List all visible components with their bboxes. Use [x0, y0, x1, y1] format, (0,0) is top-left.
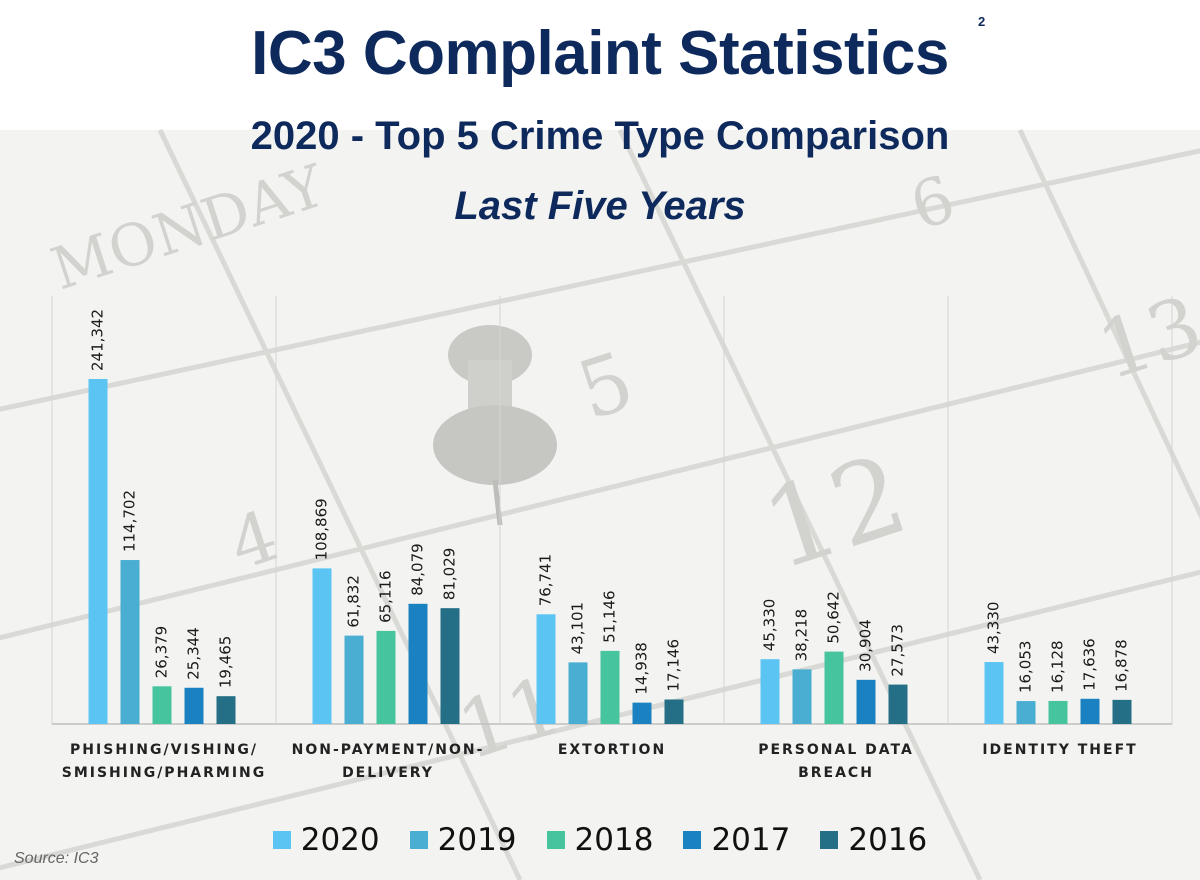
data-label-2018-3: 50,642	[825, 591, 843, 644]
bar-2017-1	[408, 603, 428, 724]
legend-item-2016: 2016	[820, 822, 927, 858]
data-label-2017-2: 14,938	[633, 642, 651, 695]
bar-2018-0	[152, 686, 172, 724]
bar-2020-4	[984, 662, 1004, 724]
chart-legend: 2020 2019 2018 2017 2016	[0, 822, 1200, 858]
bar-2020-1	[312, 568, 332, 724]
data-label-2018-4: 16,128	[1049, 640, 1067, 693]
data-label-2016-2: 17,146	[665, 639, 683, 692]
category-label-4: IDENTITY THEFT	[982, 742, 1137, 758]
legend-swatch-2017	[683, 831, 702, 849]
bar-2019-0	[120, 560, 140, 724]
category-label-0: SMISHING/PHARMING	[62, 765, 267, 781]
bar-2017-4	[1080, 698, 1100, 724]
data-label-2019-0: 114,702	[121, 490, 139, 552]
data-label-2018-1: 65,116	[377, 570, 395, 623]
bar-2017-3	[856, 679, 876, 724]
data-label-2019-3: 38,218	[793, 609, 811, 662]
data-label-2016-4: 16,878	[1113, 639, 1131, 692]
data-label-2016-1: 81,029	[441, 548, 459, 601]
bar-2016-1	[440, 608, 460, 724]
bar-2017-0	[184, 687, 204, 724]
bar-2018-4	[1048, 700, 1068, 724]
data-label-2016-3: 27,573	[889, 624, 907, 677]
legend-swatch-2018	[546, 831, 565, 849]
data-label-2020-4: 43,330	[985, 602, 1003, 655]
legend-swatch-2020	[272, 831, 291, 849]
data-label-2017-1: 84,079	[409, 543, 427, 596]
bar-2019-4	[1016, 701, 1036, 724]
page-subtitle: 2020 - Top 5 Crime Type Comparison	[250, 114, 950, 158]
legend-item-2020: 2020	[272, 822, 380, 858]
category-label-1: DELIVERY	[342, 765, 434, 781]
legend-item-2019: 2019	[409, 822, 517, 858]
data-label-2020-0: 241,342	[89, 309, 107, 371]
bar-2018-3	[824, 651, 844, 724]
category-label-2: EXTORTION	[558, 742, 666, 758]
legend-swatch-2016	[820, 831, 839, 849]
legend-label-2018: 2018	[574, 822, 654, 858]
data-label-2020-1: 108,869	[313, 498, 331, 560]
bar-2019-3	[792, 669, 812, 724]
data-label-2017-0: 25,344	[185, 627, 203, 680]
data-label-2019-2: 43,101	[569, 602, 587, 655]
footnote-marker: 2	[978, 14, 986, 29]
data-label-2019-1: 61,832	[345, 575, 363, 628]
data-label-2017-3: 30,904	[857, 619, 875, 672]
bar-2020-0	[88, 379, 108, 724]
category-label-1: NON-PAYMENT/NON-	[292, 742, 485, 758]
legend-swatch-2019	[409, 831, 428, 849]
bar-2018-2	[600, 650, 620, 724]
legend-label-2019: 2019	[437, 822, 517, 858]
data-label-2017-4: 17,636	[1081, 638, 1099, 691]
category-label-3: PERSONAL DATA	[758, 742, 914, 758]
data-label-2018-2: 51,146	[601, 590, 619, 643]
legend-label-2017: 2017	[711, 822, 791, 858]
legend-item-2017: 2017	[683, 822, 790, 858]
category-label-3: BREACH	[798, 765, 874, 781]
category-label-0: PHISHING/VISHING/	[70, 742, 258, 758]
data-label-2016-0: 19,465	[217, 636, 235, 689]
data-label-2020-2: 76,741	[537, 554, 555, 607]
data-label-2019-4: 16,053	[1017, 641, 1035, 694]
legend-item-2018: 2018	[546, 822, 654, 858]
bar-2016-0	[216, 696, 236, 724]
page-subtitle-period: Last Five Years	[454, 184, 746, 228]
bar-2018-1	[376, 630, 396, 724]
bar-2016-4	[1112, 699, 1132, 724]
page-title: IC3 Complaint Statistics	[251, 19, 949, 88]
data-label-2018-0: 26,379	[153, 626, 171, 679]
bar-2020-2	[536, 614, 556, 724]
bar-2017-2	[632, 702, 652, 724]
legend-label-2020: 2020	[300, 822, 380, 858]
data-label-2020-3: 45,330	[761, 599, 779, 652]
bar-2016-3	[888, 684, 908, 724]
bar-2020-3	[760, 659, 780, 724]
bar-2019-2	[568, 662, 588, 724]
legend-label-2016: 2016	[848, 822, 928, 858]
pushpin-icon	[433, 325, 557, 526]
bar-2016-2	[664, 699, 684, 724]
source-note: Source: IC3	[14, 850, 99, 867]
bar-2019-1	[344, 635, 364, 724]
